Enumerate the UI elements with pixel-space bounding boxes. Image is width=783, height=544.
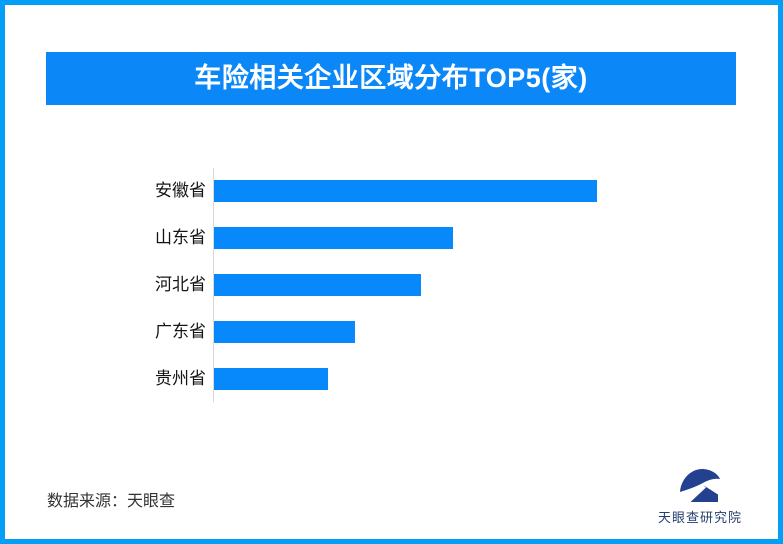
- category-label: 山东省: [155, 228, 206, 247]
- bar: [214, 321, 355, 343]
- chart-title: 车险相关企业区域分布TOP5(家): [194, 63, 588, 93]
- chart-title-banner: 车险相关企业区域分布TOP5(家): [46, 52, 736, 105]
- bar-row: 安徽省: [0, 180, 597, 202]
- category-label: 广东省: [155, 322, 206, 341]
- bar-row: 河北省: [0, 274, 597, 296]
- category-label: 安徽省: [155, 181, 206, 200]
- bar: [214, 274, 421, 296]
- brand-logo: 天眼查研究院: [652, 466, 748, 526]
- category-label: 贵州省: [155, 369, 206, 388]
- tianyancha-logo-icon: [680, 469, 720, 502]
- bar-row: 山东省: [0, 227, 597, 249]
- brand-logo-text: 天眼查研究院: [657, 510, 742, 525]
- bar: [214, 227, 453, 249]
- y-axis-line: [213, 168, 214, 402]
- bar: [214, 180, 597, 202]
- bar-row: 贵州省: [0, 368, 597, 390]
- bar-row: 广东省: [0, 321, 597, 343]
- category-label: 河北省: [155, 275, 206, 294]
- data-source-text: 数据来源：天眼查: [47, 493, 176, 510]
- bar-rows: 安徽省山东省河北省广东省贵州省: [0, 180, 597, 415]
- bar: [214, 368, 328, 390]
